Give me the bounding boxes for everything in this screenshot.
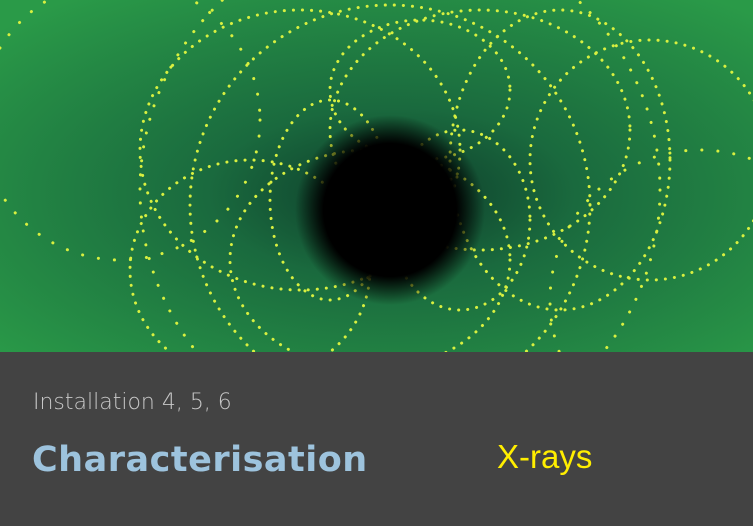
card-tag: X-rays: [497, 438, 592, 476]
beam-stop: [295, 115, 485, 305]
card-title: Characterisation: [32, 440, 368, 480]
diffraction-image: [0, 0, 753, 352]
card-subtitle: Installation 4, 5, 6: [33, 390, 232, 415]
card: Installation 4, 5, 6 Characterisation X-…: [0, 0, 753, 526]
